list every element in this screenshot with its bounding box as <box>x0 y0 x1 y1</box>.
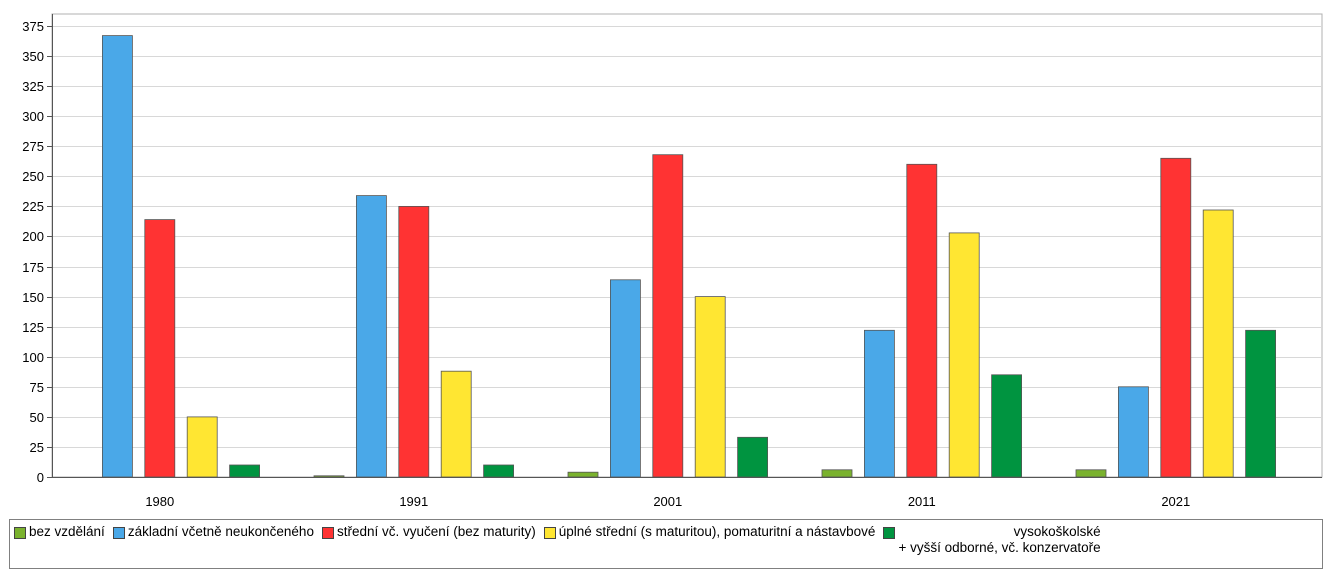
bar <box>652 154 684 478</box>
legend-swatch <box>112 527 125 539</box>
bar <box>313 475 345 478</box>
legend-entry: vysokoškolské + vyšší odborné, vč. konze… <box>883 524 1101 556</box>
bar <box>1075 469 1107 478</box>
gridlines <box>51 13 1323 478</box>
bar <box>906 163 938 478</box>
legend-entry: úplné střední (s maturitou), pomaturitní… <box>543 524 876 540</box>
y-tick-label: 225 <box>22 199 44 214</box>
x-tick-label: 1980 <box>145 494 174 509</box>
legend-swatch <box>321 527 334 539</box>
bar <box>1245 329 1276 478</box>
bar <box>1160 157 1192 478</box>
bar <box>398 205 430 478</box>
bar <box>355 195 387 478</box>
y-tick-label: 175 <box>22 260 44 275</box>
bar <box>821 469 853 478</box>
y-tick-label: 375 <box>22 19 44 34</box>
legend-label: vysokoškolské + vyšší odborné, vč. konze… <box>898 524 1101 555</box>
y-axis: 0 25 50 75 100 125 150 175 200 225 250 275 300 325 350… <box>22 14 53 485</box>
legend-entry: bez vzdělání <box>14 524 105 540</box>
y-tick-label: 250 <box>22 169 44 184</box>
bar <box>694 296 726 478</box>
y-tick-label: 300 <box>22 109 44 124</box>
legend-label: základní včetně neukončeného <box>127 524 314 539</box>
legend-swatch <box>883 527 896 539</box>
legend-entry: základní včetně neukončeného <box>112 524 314 540</box>
legend-label: úplné střední (s maturitou), pomaturitní… <box>558 524 876 539</box>
x-tick-label: 2001 <box>653 494 682 509</box>
bar <box>610 279 641 478</box>
y-tick-label: 200 <box>22 229 44 244</box>
legend: bez vzdělání základní včetně neukončeného… <box>9 519 1323 569</box>
bar <box>102 35 133 478</box>
y-tick-label: 50 <box>30 410 44 425</box>
bar <box>567 471 599 478</box>
legend-label: střední vč. vyučení (bez maturity) <box>336 524 536 539</box>
legend-label: bez vzdělání <box>29 524 105 539</box>
x-axis: 1980 1991 2001 2011 2021 <box>52 477 1322 509</box>
x-tick-label: 2021 <box>1161 494 1190 509</box>
legend-entry: střední vč. vyučení (bez maturity) <box>321 524 536 540</box>
legend-swatch <box>543 527 556 539</box>
y-tick-label: 75 <box>30 380 44 395</box>
plot-area <box>51 13 1323 478</box>
y-tick-label: 325 <box>22 79 44 94</box>
y-tick-label: 350 <box>22 49 44 64</box>
bar <box>1118 386 1149 478</box>
bar <box>144 219 176 478</box>
bar <box>483 464 515 478</box>
bars <box>102 35 1276 478</box>
bar <box>186 416 218 478</box>
y-tick-label: 150 <box>22 290 44 305</box>
x-tick-label: 2011 <box>908 494 936 509</box>
legend-swatch <box>14 527 26 539</box>
y-tick-label: 25 <box>30 440 44 455</box>
bar <box>864 329 895 478</box>
bar <box>737 436 768 478</box>
y-tick-label: 100 <box>22 350 44 365</box>
y-tick-label: 0 <box>37 470 44 485</box>
bar-chart: 0 25 50 75 100 125 150 175 200 225 250 275 300 325 350… <box>22 13 1323 509</box>
bar <box>948 232 980 478</box>
y-tick-label: 275 <box>22 139 44 154</box>
x-tick-label: 1991 <box>399 494 428 509</box>
bar <box>229 464 261 478</box>
y-tick-label: 125 <box>22 320 44 335</box>
bar <box>1202 209 1234 478</box>
bar <box>440 370 472 478</box>
bar <box>991 374 1022 478</box>
